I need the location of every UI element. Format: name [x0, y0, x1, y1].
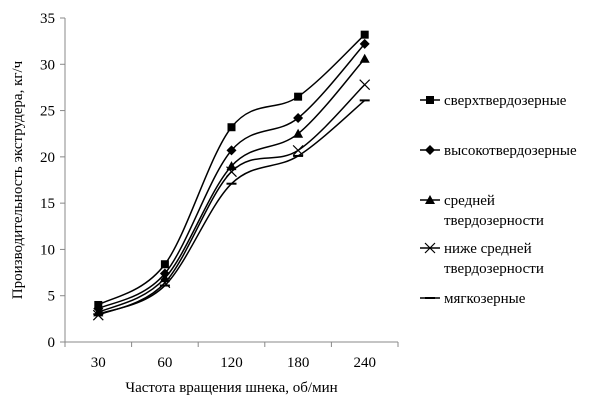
data-point-diamond — [359, 38, 370, 49]
x-tick-label: 180 — [287, 355, 310, 371]
legend-label: мягкозерные — [444, 291, 526, 307]
data-point-x — [226, 166, 237, 178]
data-point-triangle — [226, 161, 237, 171]
data-point-square — [360, 30, 369, 39]
series-markers — [92, 30, 371, 321]
x-ticks: 30 60 120 180 240 — [64, 342, 399, 371]
data-point-square — [227, 123, 236, 132]
data-point-x — [359, 79, 371, 91]
y-tick-label: 30 — [40, 57, 55, 73]
y-ticks: 0 5 10 15 20 25 30 35 — [40, 11, 65, 351]
legend-label: твердозерности — [444, 261, 544, 277]
y-tick-label: 35 — [40, 11, 55, 27]
data-point-diamond — [293, 112, 304, 123]
y-tick-label: 10 — [40, 242, 55, 258]
y-axis-title: Производительность экструдера, кг/ч — [10, 60, 26, 299]
data-point-triangle — [293, 128, 304, 138]
y-tick-label: 20 — [40, 150, 55, 166]
legend-marker-triangle — [425, 195, 435, 204]
legend-marker-square — [426, 96, 434, 104]
y-tick-label: 0 — [48, 335, 56, 351]
legend-label: сверхтвердозерные — [444, 93, 567, 109]
x-tick-label: 240 — [353, 355, 376, 371]
legend-marker-diamond — [425, 145, 435, 155]
series-lines — [97, 34, 366, 316]
x-tick-label: 30 — [91, 355, 106, 371]
series-line-4 — [97, 84, 366, 316]
series-line-2 — [97, 43, 366, 310]
x-tick-label: 60 — [157, 355, 172, 371]
y-tick-label: 5 — [48, 289, 56, 305]
y-tick-label: 15 — [40, 196, 55, 212]
legend-label: ниже средней — [444, 241, 532, 257]
data-point-x — [292, 144, 304, 156]
x-tick-label: 120 — [220, 355, 243, 371]
legend-label: высокотвердозерные — [444, 143, 577, 159]
x-axis-title: Частота вращения шнека, об/мин — [125, 380, 337, 396]
data-point-square — [294, 92, 303, 101]
series-line-3 — [97, 58, 366, 314]
legend-label: средней — [444, 193, 495, 209]
legend-marker-x — [424, 242, 436, 254]
data-point-triangle — [359, 53, 370, 63]
series-line-5 — [98, 99, 366, 315]
data-point-diamond — [226, 145, 237, 156]
y-tick-label: 25 — [40, 104, 55, 120]
axes — [64, 18, 398, 343]
legend: сверхтвердозерные высокотвердозерные средн… — [420, 93, 577, 307]
data-point-square — [160, 260, 169, 269]
legend-label: твердозерности — [444, 213, 544, 229]
